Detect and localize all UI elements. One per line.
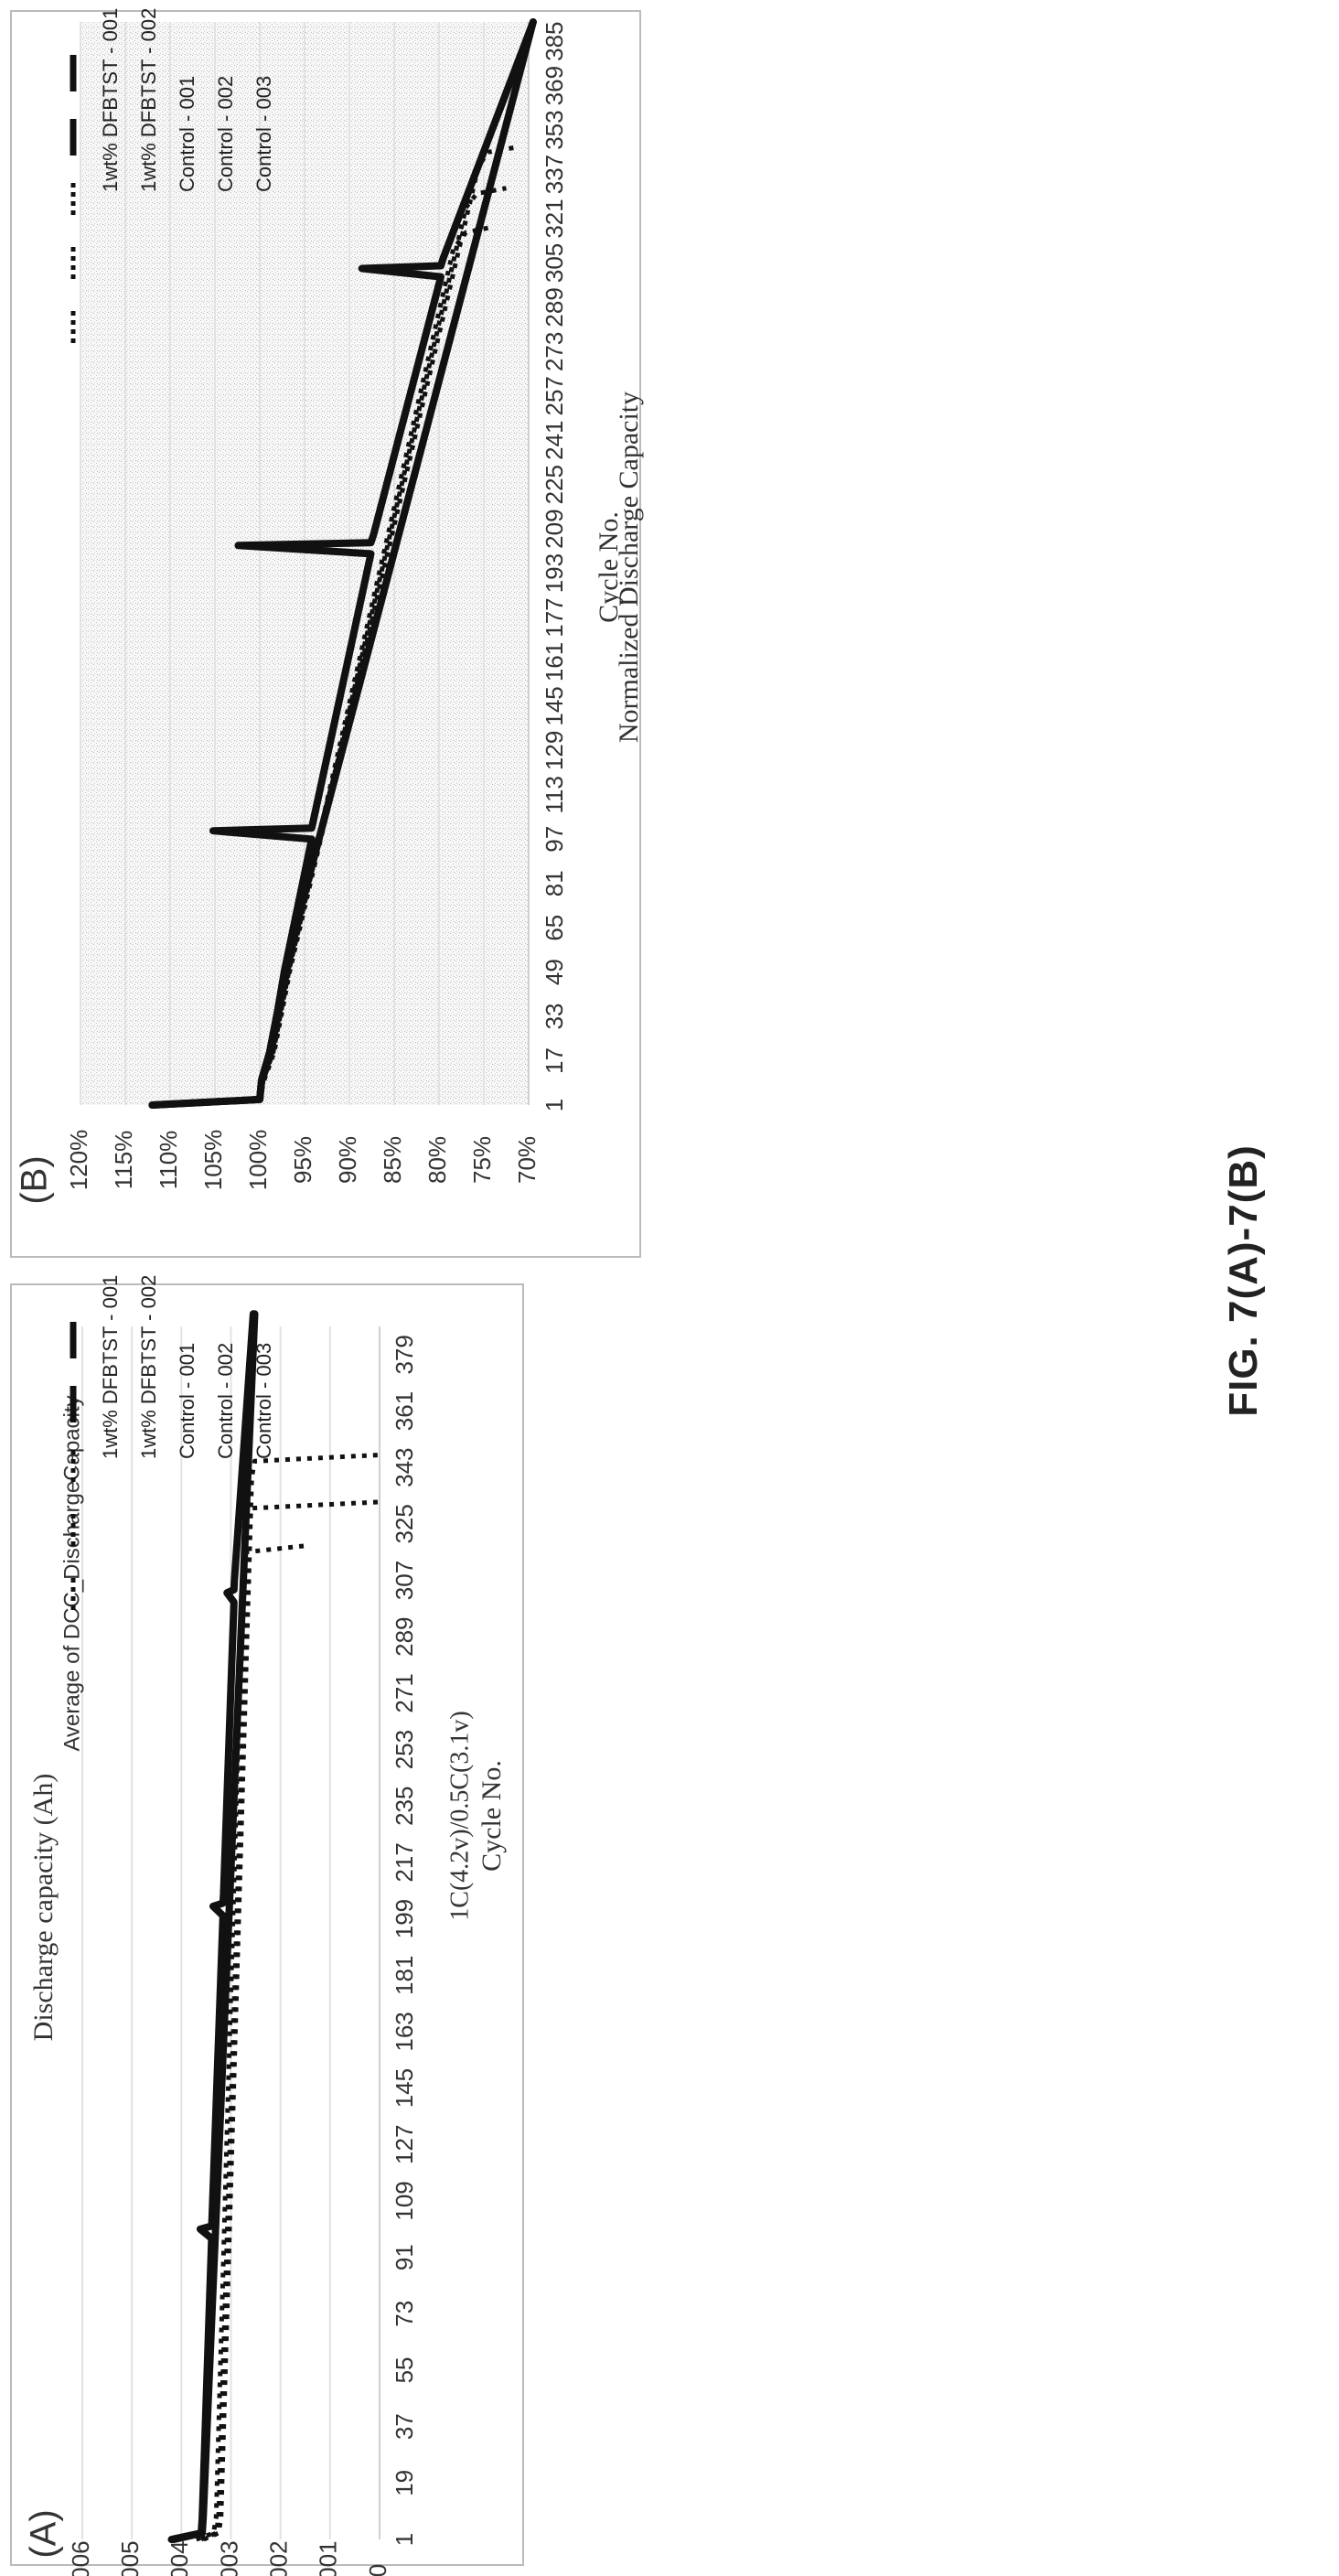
x-tick-label: 235 xyxy=(391,1787,418,1826)
x-tick-label: 337 xyxy=(541,155,568,194)
series-line-3 xyxy=(195,1543,306,2542)
y-tick-label: 105% xyxy=(199,1130,227,1191)
panel-frame xyxy=(10,1283,524,2566)
y-tick-label: 0.004 xyxy=(166,2540,193,2576)
x-tick-label: 73 xyxy=(391,2301,418,2327)
x-tick-label: 257 xyxy=(541,376,568,415)
series-line-2 xyxy=(170,1310,259,2543)
x-tick-label: 177 xyxy=(541,597,568,637)
x-tick-label: 65 xyxy=(541,915,568,941)
x-tick-label: 361 xyxy=(391,1391,418,1431)
x-tick-label: 113 xyxy=(541,776,568,813)
x-tick-label: 129 xyxy=(541,731,568,770)
x-tick-label: 33 xyxy=(541,1004,568,1030)
x-tick-label: 289 xyxy=(541,287,568,327)
x-tick-label: 127 xyxy=(391,2125,418,2164)
x-tick-label: 253 xyxy=(391,1730,418,1769)
x-tick-label: 1 xyxy=(391,2533,418,2546)
x-tick-label: 161 xyxy=(541,642,568,682)
x-tick-label: 181 xyxy=(391,1956,418,1995)
x-tick-label: 199 xyxy=(391,1899,418,1938)
y-tick-label: 100% xyxy=(244,1130,272,1191)
x-tick-label: 19 xyxy=(391,2470,418,2496)
legend-label: 1wt% DFBTST - 001 xyxy=(99,1275,122,1459)
y-axis-label: Discharge capacity (Ah) xyxy=(28,1774,59,2042)
x-tick-label: 163 xyxy=(391,2012,418,2051)
legend-label: Control - 001 xyxy=(176,76,198,192)
x-tick-label: 217 xyxy=(391,1842,418,1882)
legend-label: Control - 002 xyxy=(214,1343,237,1459)
x-tick-label: 145 xyxy=(541,686,568,725)
legend-label: 1wt% DFBTST - 002 xyxy=(137,1275,160,1459)
y-tick-label: 0.001 xyxy=(315,2540,342,2576)
y-tick-label: 75% xyxy=(468,1136,496,1184)
x-tick-label: 241 xyxy=(541,421,568,460)
y-tick-label: 0 xyxy=(364,2564,391,2576)
x-tick-label: 353 xyxy=(541,110,568,149)
x-tick-label: 305 xyxy=(541,243,568,283)
x-tick-label: 55 xyxy=(391,2357,418,2384)
x-tick-label: 225 xyxy=(541,465,568,504)
x-axis-label: Cycle No. xyxy=(594,511,624,623)
y-tick-label: 80% xyxy=(423,1136,451,1184)
x-tick-label: 91 xyxy=(391,2244,418,2270)
x-tick-label: 271 xyxy=(391,1673,418,1712)
x-tick-label: 1 xyxy=(541,1099,568,1111)
legend-label: 1wt% DFBTST - 002 xyxy=(137,8,160,192)
x-tick-label: 37 xyxy=(391,2413,418,2440)
y-tick-label: 0.002 xyxy=(265,2540,293,2576)
y-tick-label: 70% xyxy=(513,1136,541,1184)
y-tick-label: 0.003 xyxy=(215,2540,242,2576)
y-tick-label: 85% xyxy=(379,1136,406,1184)
x-tick-label: 109 xyxy=(391,2181,418,2220)
x-tick-label: 273 xyxy=(541,332,568,371)
x-tick-label: 307 xyxy=(391,1561,418,1600)
chart-subtitle: 1C(4.2v)/0.5C(3.1v) xyxy=(445,1711,474,1920)
legend-label: 1wt% DFBTST - 001 xyxy=(99,8,122,192)
legend-label: Control - 003 xyxy=(252,1343,275,1459)
series-line-5 xyxy=(202,1453,380,2542)
panel-label: (A) xyxy=(24,2509,64,2558)
x-tick-label: 379 xyxy=(391,1335,418,1374)
series-line-3 xyxy=(161,224,494,1108)
x-tick-label: 17 xyxy=(541,1047,568,1074)
y-tick-label: 110% xyxy=(155,1131,182,1190)
y-axis-label: Normalized Discharge Capacity xyxy=(614,392,644,743)
y-tick-label: 90% xyxy=(334,1136,361,1184)
x-tick-label: 289 xyxy=(391,1617,418,1657)
x-tick-label: 209 xyxy=(541,509,568,548)
x-tick-label: 193 xyxy=(541,553,568,593)
x-tick-label: 49 xyxy=(541,959,568,985)
panel-frame xyxy=(10,10,641,1258)
legend-label: Control - 003 xyxy=(252,76,275,192)
y-tick-label: 0.005 xyxy=(116,2540,144,2576)
chart-panel-a: 0 0.001 0.002 0.003 0.004 0.005 0.006 1 19 37 55 73… xyxy=(10,1275,524,2576)
y-tick-label: 120% xyxy=(65,1130,92,1191)
x-tick-label: 325 xyxy=(391,1504,418,1543)
figure-label: FIG. 7(A)-7(B) xyxy=(1221,1144,1266,1417)
y-tick-label: 115% xyxy=(110,1131,137,1190)
x-tick-label: 321 xyxy=(541,199,568,238)
x-axis-label: Cycle No. xyxy=(477,1760,507,1872)
x-tick-label: 385 xyxy=(541,22,568,61)
x-tick-label: 81 xyxy=(541,870,568,896)
x-tick-label: 369 xyxy=(541,66,568,105)
x-tick-label: 97 xyxy=(541,826,568,853)
x-tick-label: 145 xyxy=(391,2068,418,2108)
series-line-4 xyxy=(165,186,507,1108)
chart-title: Average of DCC_DischargeCapacity xyxy=(59,1395,84,1751)
panel-label: (B) xyxy=(15,1155,55,1204)
y-tick-label: 95% xyxy=(289,1136,316,1184)
chart-panel-b: 70%75%80%85%90%95%100%105%110%115%120%11… xyxy=(10,8,644,1258)
legend-label: Control - 001 xyxy=(176,1343,198,1459)
y-tick-label: 0.006 xyxy=(67,2540,94,2576)
x-tick-label: 343 xyxy=(391,1447,418,1487)
legend-label: Control - 002 xyxy=(214,76,237,192)
